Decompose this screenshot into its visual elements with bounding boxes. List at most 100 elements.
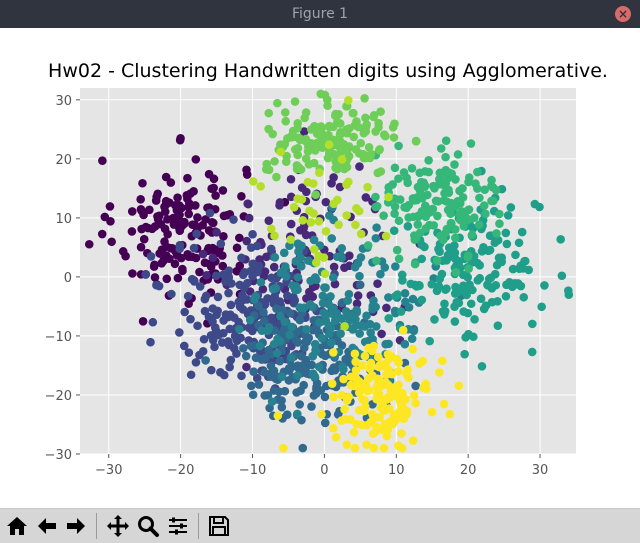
data-point [166,178,176,187]
data-point [292,409,302,419]
data-point [371,233,381,243]
data-point [537,302,546,312]
data-point [320,392,330,402]
data-point [127,227,137,236]
data-point [341,354,350,364]
data-point [235,233,244,243]
data-point [361,193,371,202]
data-point [434,281,444,291]
data-point [407,334,417,344]
data-point [388,180,397,189]
data-point [249,259,258,269]
data-point [321,197,331,207]
data-point [186,314,195,324]
data-point [356,138,366,148]
data-point [356,253,366,262]
x-tick-label: −30 [95,463,122,478]
data-point [397,429,406,438]
data-point [256,181,265,191]
data-point [195,267,204,277]
data-point [450,233,460,243]
data-point [451,201,461,211]
y-tick-label: −10 [45,330,72,345]
data-point [400,289,410,298]
data-point [242,236,252,246]
data-point [351,220,360,230]
data-point [417,295,427,305]
data-point [337,147,346,156]
pan-icon[interactable] [106,514,130,538]
data-point [412,282,421,291]
data-point [232,266,242,276]
data-point [369,443,379,453]
data-point [424,156,433,165]
data-point [84,239,94,249]
x-tick-label: 10 [388,463,405,478]
x-tick-label: −10 [239,463,266,478]
data-point [107,237,116,247]
data-point [270,253,280,262]
data-point [176,133,185,143]
data-point [375,376,385,386]
data-point [489,196,498,206]
data-point [398,325,408,335]
data-point [218,186,228,195]
data-point [290,97,300,106]
data-point [556,235,565,244]
data-point [184,199,194,208]
configure-subplots-icon[interactable] [166,514,190,538]
data-point [304,160,314,169]
data-point [276,147,286,157]
data-point [161,196,171,206]
data-point [225,362,234,372]
scatter-chart: −30 −20 −10 0 10 20 30 −30 −20 −10 0 10 20 30 Hw02 - C… [45,60,608,478]
close-icon[interactable]: × [615,6,631,22]
data-point [136,195,145,204]
data-point [329,149,338,159]
data-point [409,391,419,400]
data-point [491,280,501,290]
data-point [282,410,292,419]
data-point [141,222,151,232]
forward-arrow-icon[interactable] [64,514,88,538]
data-point [355,280,365,290]
data-point [266,244,276,254]
data-point [337,155,347,164]
data-point [309,235,319,245]
data-point [146,337,155,347]
data-point [331,432,341,442]
zoom-icon[interactable] [136,514,160,538]
data-point [292,327,302,337]
data-point [121,251,130,261]
data-point [435,247,444,257]
data-point [483,280,492,289]
back-arrow-icon[interactable] [35,514,59,538]
data-point [400,339,410,349]
y-tick-label: 0 [64,271,72,286]
home-icon[interactable] [5,514,29,538]
data-point [353,291,363,300]
data-point [436,144,446,153]
save-icon[interactable] [207,514,231,538]
data-point [360,322,370,331]
data-point [421,212,431,221]
data-point [292,161,302,170]
data-point [427,407,437,417]
data-point [184,299,193,309]
data-point [267,273,276,283]
data-point [145,205,154,215]
data-point [105,202,115,211]
data-point [219,232,228,241]
data-point [487,175,496,185]
data-point [342,125,351,134]
data-point [97,229,107,239]
data-point [390,163,400,173]
data-point [450,317,460,326]
data-point [349,381,359,391]
data-point [452,297,462,307]
data-point [355,162,364,171]
data-point [230,331,240,341]
data-point [213,306,222,316]
data-point [384,293,393,302]
data-point [459,221,469,231]
